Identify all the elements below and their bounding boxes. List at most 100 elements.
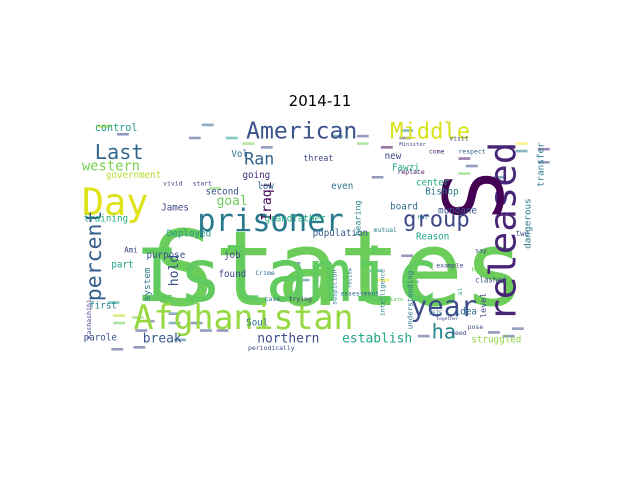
filler-word-mark bbox=[133, 346, 146, 349]
word-second: second bbox=[206, 187, 239, 198]
word-first: first bbox=[89, 301, 117, 312]
filler-word-mark bbox=[107, 301, 120, 304]
word-ran: Ran bbox=[244, 149, 274, 169]
word-low: low bbox=[257, 181, 274, 192]
word-purpose: purpose bbox=[146, 250, 185, 261]
word-start: start bbox=[193, 179, 213, 187]
word-al: al bbox=[456, 288, 464, 296]
word-group: group bbox=[403, 206, 470, 232]
word-level: level bbox=[478, 293, 488, 318]
word-assessment: assessment bbox=[340, 290, 379, 298]
word-threat: threat bbox=[303, 153, 333, 163]
word-soul: Soul bbox=[246, 317, 268, 328]
word-fawzi: Fawzi bbox=[392, 162, 420, 173]
filler-word-mark bbox=[111, 347, 124, 351]
word-percent: percent bbox=[82, 211, 107, 302]
word-replace: replace bbox=[398, 168, 425, 176]
chart-title: 2014-11 bbox=[288, 92, 352, 110]
filler-word-mark bbox=[242, 142, 255, 145]
filler-word-mark bbox=[225, 136, 238, 140]
word-isis: ISIS bbox=[429, 310, 442, 316]
filler-word-mark bbox=[209, 187, 222, 190]
filler-word-mark bbox=[515, 149, 528, 153]
word-trying: trying bbox=[289, 295, 312, 303]
filler-word-mark bbox=[512, 327, 524, 330]
word-cloud: States Islamic Afghanistan prisoner released… bbox=[80, 118, 560, 361]
filler-word-mark bbox=[515, 142, 528, 145]
word-suspicion: suspicion bbox=[331, 269, 339, 305]
word-middle: Middle bbox=[390, 118, 470, 144]
word-example: example bbox=[436, 262, 463, 270]
filler-word-mark bbox=[401, 254, 414, 258]
filler-word-mark bbox=[493, 175, 506, 179]
word-new: new bbox=[385, 151, 402, 162]
filler-word-mark bbox=[260, 146, 273, 149]
word-transfer: transfer bbox=[535, 142, 546, 187]
word-going: going bbox=[242, 170, 270, 181]
word-northern: northern bbox=[257, 331, 319, 346]
word-mutual: mutual bbox=[374, 226, 397, 234]
word-establish: establish bbox=[342, 331, 412, 346]
word-released: released bbox=[482, 142, 525, 322]
word-need: need bbox=[451, 329, 467, 337]
filler-word-mark bbox=[356, 134, 369, 138]
word-board: board bbox=[390, 202, 418, 213]
filler-word-mark bbox=[399, 136, 412, 140]
filler-word-mark bbox=[356, 142, 369, 145]
word-job: job bbox=[224, 250, 241, 261]
word-vol: Vol bbox=[231, 149, 248, 160]
word-james: James bbox=[161, 202, 189, 213]
filler-word-mark bbox=[216, 329, 229, 332]
word-day: Day bbox=[82, 181, 149, 224]
word-goal: goal bbox=[217, 194, 248, 209]
word-know: know bbox=[471, 265, 487, 273]
word-western: western bbox=[82, 158, 140, 174]
word-s: S bbox=[425, 170, 522, 221]
word-american: American bbox=[246, 118, 357, 145]
word-hold: hold bbox=[167, 255, 182, 287]
filler-word-mark bbox=[131, 316, 144, 319]
word-come: come bbox=[429, 147, 445, 155]
word-respect: respect bbox=[458, 147, 485, 155]
filler-word-mark bbox=[201, 123, 214, 127]
word-ami: Ami bbox=[124, 246, 137, 255]
filler-word-mark bbox=[537, 160, 550, 164]
filler-word-mark bbox=[188, 136, 201, 140]
word-last: Last bbox=[95, 140, 144, 164]
word-understanding: understanding bbox=[405, 271, 414, 329]
filler-word-mark bbox=[537, 147, 550, 151]
filler-word-mark bbox=[458, 172, 471, 175]
filler-word-mark bbox=[371, 175, 384, 179]
filler-word-mark bbox=[288, 261, 301, 265]
filler-word-mark bbox=[96, 124, 112, 128]
word-visit: visit bbox=[449, 134, 469, 142]
filler-word-mark bbox=[190, 321, 203, 325]
filler-word-mark bbox=[142, 319, 155, 323]
word-two: two bbox=[516, 229, 529, 238]
word-immediate: immediate bbox=[374, 297, 405, 303]
filler-word-mark bbox=[417, 334, 430, 338]
filler-word-mark bbox=[488, 331, 500, 334]
word-clashed: clashed bbox=[475, 275, 506, 284]
word-struggled: struggled bbox=[471, 334, 521, 345]
filler-word-mark bbox=[401, 129, 414, 132]
word-grandfather: grandfather bbox=[265, 214, 326, 225]
word-population: population bbox=[313, 228, 368, 239]
word-states: States bbox=[152, 207, 525, 330]
word-prisoner: prisoner bbox=[197, 204, 344, 239]
filler-word-mark bbox=[113, 314, 126, 317]
filler-word-mark bbox=[465, 164, 478, 168]
word-hat: Hat bbox=[418, 215, 428, 221]
word-together: together bbox=[436, 316, 458, 322]
word-bishop: Bishop bbox=[425, 187, 459, 198]
word-parole: parole bbox=[84, 332, 118, 343]
word-say: say bbox=[475, 247, 487, 255]
word-intelligence: intelligence bbox=[379, 269, 387, 316]
filler-word-mark bbox=[297, 278, 310, 282]
word-iraqi: Iraqi bbox=[260, 181, 275, 220]
filler-word-mark bbox=[369, 269, 382, 273]
filler-word-mark bbox=[377, 278, 390, 282]
word-training: training bbox=[84, 214, 128, 225]
word-idea: idea bbox=[455, 306, 477, 317]
